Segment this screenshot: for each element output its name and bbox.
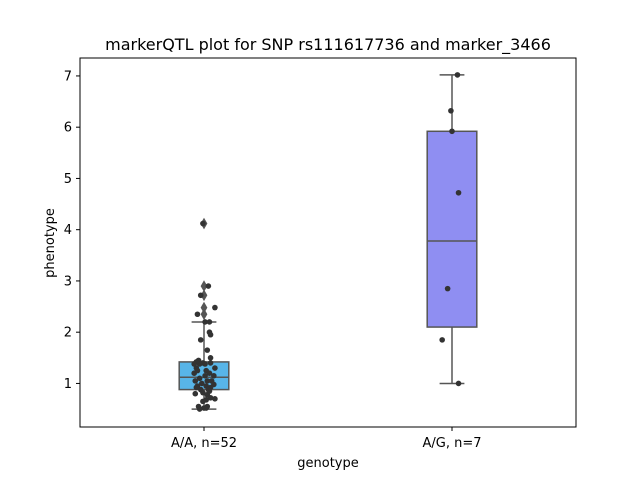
data-point <box>455 189 462 196</box>
outlier-marker <box>200 308 208 321</box>
data-point <box>196 406 203 412</box>
data-point <box>449 128 455 135</box>
data-point <box>200 389 206 396</box>
data-point <box>205 283 212 289</box>
data-point <box>197 292 204 299</box>
data-point <box>200 398 206 405</box>
data-point <box>191 370 197 376</box>
x-axis: A/A, n=52 A/G, n=7 <box>171 427 482 451</box>
y-axis: 1 2 3 4 5 6 7 <box>64 69 80 392</box>
y-tick-label: 3 <box>64 274 72 289</box>
data-point <box>206 319 213 325</box>
data-point <box>191 361 197 367</box>
data-point <box>207 394 214 401</box>
boxes <box>178 74 478 410</box>
data-point <box>197 337 204 343</box>
data-point <box>448 107 454 114</box>
data-point <box>211 372 217 379</box>
data-point <box>207 360 214 366</box>
data-point <box>204 347 211 353</box>
data-point <box>202 361 208 367</box>
chart-title: markerQTL plot for SNP rs111617736 and m… <box>105 35 551 55</box>
y-tick-label: 5 <box>64 172 72 187</box>
data-point <box>193 384 200 391</box>
data-point <box>200 220 206 227</box>
data-point <box>439 337 445 343</box>
data-point <box>207 355 214 361</box>
data-point <box>207 331 214 338</box>
y-tick-label: 4 <box>64 223 72 238</box>
plot-frame <box>79 57 577 428</box>
data-point <box>194 311 201 318</box>
data-point <box>212 304 218 311</box>
data-point <box>454 72 461 78</box>
data-point <box>455 380 462 387</box>
y-tick-label: 2 <box>64 326 72 341</box>
x-tick-label: A/A, n=52 <box>171 436 237 451</box>
data-points <box>191 72 462 412</box>
y-axis-label: phenotype <box>43 208 58 278</box>
y-tick-label: 1 <box>64 377 72 392</box>
data-point <box>206 370 213 376</box>
data-point <box>199 380 205 387</box>
x-axis-label: genotype <box>297 456 358 471</box>
y-tick-label: 6 <box>64 121 72 136</box>
data-point <box>203 405 209 411</box>
data-point <box>212 396 218 402</box>
data-point <box>206 388 213 394</box>
data-point <box>192 390 199 397</box>
box <box>426 130 478 328</box>
x-tick-label: A/G, n=7 <box>422 436 481 451</box>
data-point <box>444 285 451 292</box>
data-point <box>202 319 208 325</box>
outlier-marker <box>200 289 208 302</box>
data-point <box>192 378 199 384</box>
data-point <box>204 378 211 384</box>
y-tick-label: 7 <box>64 69 72 84</box>
data-point <box>202 372 208 379</box>
outlier-marker <box>200 301 208 314</box>
outlier-marker <box>200 280 208 292</box>
data-point <box>196 375 203 382</box>
data-point <box>212 365 218 371</box>
